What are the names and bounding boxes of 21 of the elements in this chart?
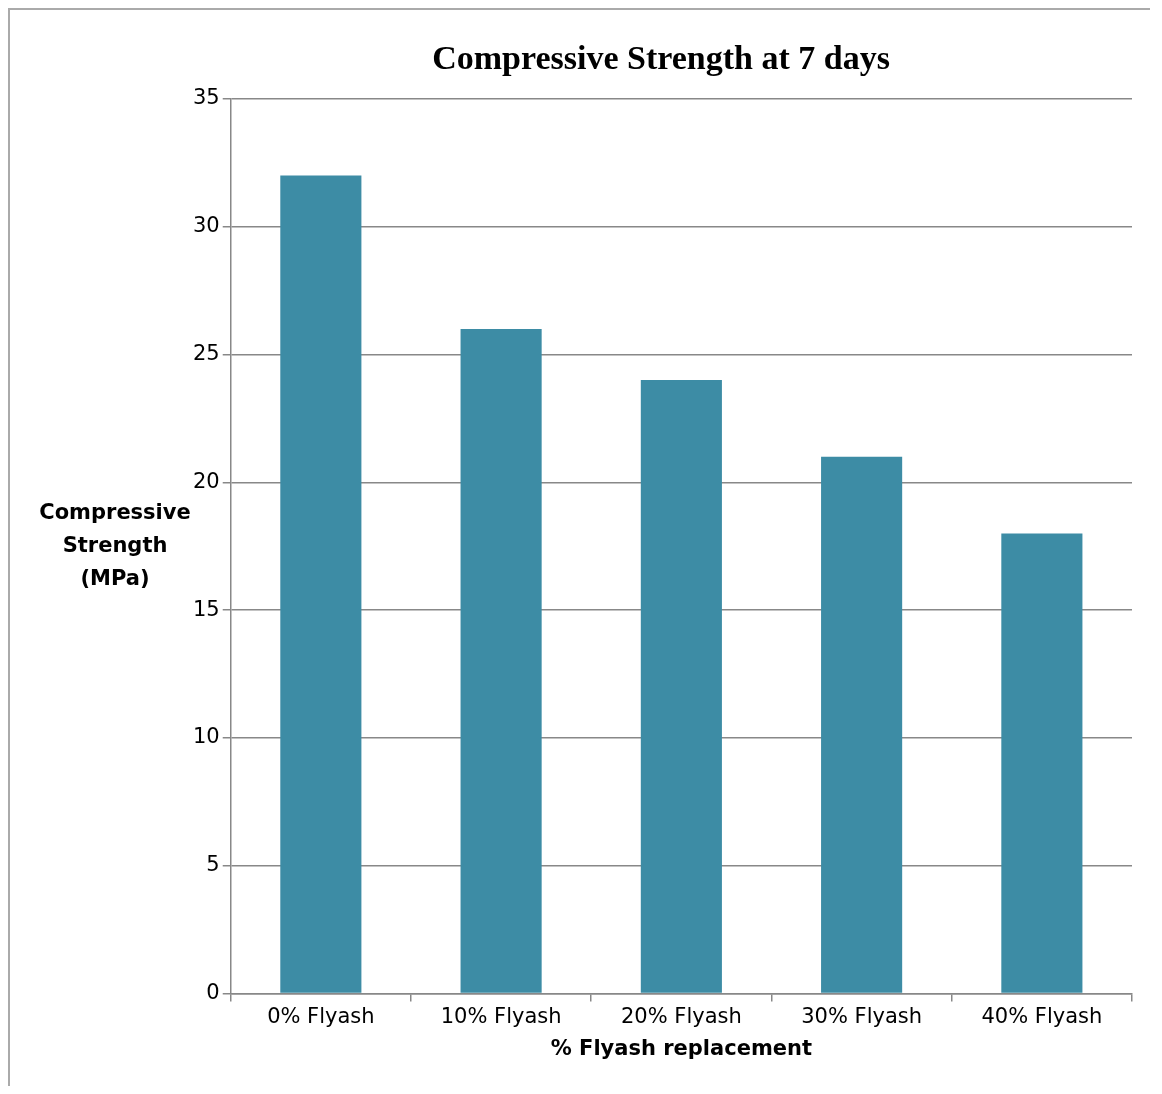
y-tick-label: 5: [206, 852, 220, 877]
x-tick-label: 20% Flyash: [620, 1003, 742, 1028]
x-tick-label: 0% Flyash: [267, 1003, 375, 1028]
y-axis-title: Compressive Strength (MPa): [39, 499, 191, 590]
chart-title: Compressive Strength at 7 days: [432, 39, 890, 77]
y-tick-label: 10: [192, 724, 220, 749]
y-tick-label: 20: [192, 468, 220, 493]
bar: [280, 175, 362, 993]
y-tick-label: 15: [192, 596, 220, 621]
bar: [460, 328, 542, 993]
bar: [821, 456, 903, 993]
y-tick-label: 0: [206, 980, 220, 1005]
x-tick-label: 40% Flyash: [981, 1003, 1103, 1028]
x-axis-title: % Flyash replacement: [550, 1035, 813, 1060]
x-tick-label: 10% Flyash: [440, 1003, 562, 1028]
bar: [640, 380, 722, 993]
y-tick-label: 25: [192, 340, 220, 365]
x-tick-label: 30% Flyash: [801, 1003, 923, 1028]
y-tick-label: 35: [192, 85, 220, 110]
y-tick-label: 30: [192, 213, 220, 238]
bar: [1001, 533, 1083, 993]
